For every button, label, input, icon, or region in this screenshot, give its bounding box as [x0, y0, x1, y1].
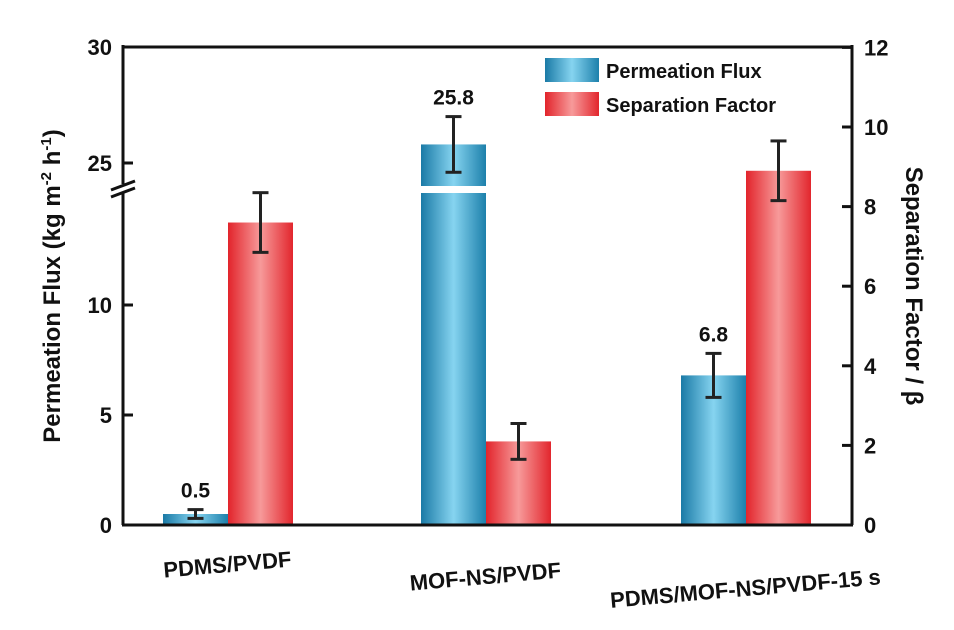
flux-bar-lower	[421, 193, 486, 525]
separation-factor-bar	[228, 222, 293, 525]
y2-tick-label: 0	[864, 513, 876, 538]
y-tick-label: 5	[100, 403, 112, 428]
flux-data-label: 0.5	[181, 480, 211, 503]
legend-label-flux: Permeation Flux	[606, 61, 762, 83]
category-label: PDMS/PVDF	[162, 546, 292, 582]
flux-data-label: 25.8	[433, 87, 474, 110]
y2-tick-label: 8	[864, 195, 876, 220]
y-axis-label: Permeation Flux (kg m-2 h-1)	[38, 129, 66, 442]
separation-factor-error-bar	[510, 422, 527, 461]
y2-tick-label: 6	[864, 274, 876, 299]
separation-factor-error-bar	[770, 139, 787, 203]
legend-swatch-sf	[545, 92, 599, 116]
axis-break-mark	[110, 179, 136, 192]
y-tick-label: 25	[88, 151, 112, 176]
separation-factor-bar	[746, 170, 811, 525]
y-tick-label: 10	[88, 293, 112, 318]
y2-tick-label: 12	[864, 35, 888, 60]
y-tick-label: 30	[88, 35, 112, 60]
y-tick-label: 0	[100, 513, 112, 538]
separation-factor-error-bar	[252, 191, 269, 254]
legend-label-sf: Separation Factor	[606, 95, 776, 117]
flux-bar	[681, 375, 746, 525]
flux-error-bar	[445, 115, 462, 174]
flux-error-bar	[187, 508, 204, 520]
y2-axis-label: Separation Factor / β	[900, 167, 927, 406]
category-label: PDMS/MOF-NS/PVDF-15 s	[609, 564, 882, 613]
axis-break-mark	[110, 186, 136, 199]
y2-tick-label: 4	[864, 354, 877, 379]
y2-tick-label: 10	[864, 115, 888, 140]
flux-data-label: 6.8	[699, 323, 729, 346]
category-label: MOF-NS/PVDF	[409, 557, 562, 595]
legend: Permeation Flux Separation Factor	[545, 58, 776, 117]
y2-tick-label: 2	[864, 433, 876, 458]
legend-swatch-flux	[545, 58, 599, 82]
flux-error-bar	[705, 351, 722, 399]
